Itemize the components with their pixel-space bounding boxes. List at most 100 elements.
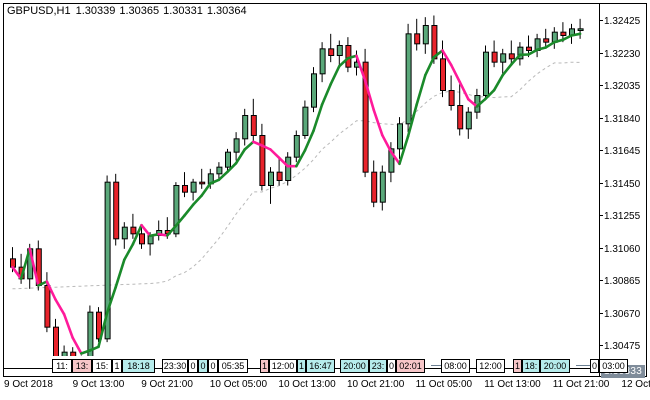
period-marker[interactable]: 12:00 (476, 359, 505, 373)
time-scale[interactable]: 9 Oct 2018 9 Oct 13:00 9 Oct 21:00 10 Oct 0… (0, 379, 650, 397)
ma-fast-up-segment (423, 55, 436, 77)
period-marker[interactable]: 20:00 (340, 359, 369, 373)
price-scale[interactable]: 1.32425 1.32230 1.32035 1.31840 1.31645 1.314… (599, 4, 646, 378)
time-axis-label: 9 Oct 2018 (4, 379, 53, 390)
candle-body (508, 53, 515, 60)
candle-body (113, 181, 120, 240)
period-marker[interactable]: 0 (188, 359, 198, 373)
ohlc-low: 1.30331 (163, 5, 203, 17)
ma-fast-down-segment (389, 150, 401, 166)
candle-body (336, 45, 343, 56)
period-marker[interactable]: 1 (112, 359, 122, 373)
ma-fast-up-segment (148, 232, 160, 238)
ma-fast-down-segment (449, 63, 462, 84)
period-marker[interactable]: 13: (72, 359, 92, 373)
price-tick: 1.30865 (599, 276, 640, 288)
price-tick-label: 1.31060 (604, 243, 641, 255)
time-axis-label: 9 Oct 13:00 (72, 379, 125, 390)
period-marker[interactable]: 08:00 (441, 359, 470, 373)
period-marker[interactable]: 16:47 (306, 359, 335, 373)
candlestick-canvas (10, 15, 584, 356)
ma-fast-up-segment (570, 32, 582, 37)
ma-fast-up-segment (88, 345, 100, 352)
period-marker[interactable]: 11: (52, 359, 72, 373)
ma-fast-down-segment (363, 79, 376, 112)
ma-fast-up-segment (346, 54, 358, 60)
ma-fast-up-segment (509, 53, 522, 66)
ma-fast-up-segment (217, 170, 229, 182)
price-tick-label: 1.30865 (604, 276, 641, 287)
ma-fast-up-segment (406, 103, 419, 138)
candle-body (173, 185, 180, 235)
period-marker[interactable]: 0 (387, 359, 396, 373)
period-marker[interactable]: 12:00 (269, 359, 297, 373)
price-scale-divider (599, 4, 600, 376)
ma-fast-up-segment (492, 73, 505, 92)
ma-fast-down-segment (45, 280, 57, 301)
marker-connector-line (431, 365, 441, 366)
ohlc-high: 1.30365 (119, 5, 160, 17)
candle-body (225, 151, 231, 168)
period-marker[interactable]: 0 (208, 359, 218, 373)
candle-body (87, 311, 94, 356)
ma-fast-up-segment (114, 258, 126, 289)
candle-body (190, 181, 197, 193)
candle-body (560, 31, 567, 36)
period-marker[interactable]: 15: (92, 359, 112, 373)
chart-plot-area[interactable] (4, 4, 599, 356)
candle-body (276, 171, 283, 182)
candle-body (10, 258, 16, 268)
ma-fast-down-segment (260, 144, 272, 151)
period-marker-row[interactable]: 11: 13: 15: 1 18:18 23:30 0 0 0 05:35 1 12:00 1 16:47… (4, 359, 628, 374)
price-tick-label: 1.30475 (604, 341, 641, 352)
period-marker[interactable]: 23: (369, 359, 387, 373)
period-marker[interactable]: 23:30 (162, 359, 188, 373)
ma-fast-up-segment (552, 38, 565, 44)
ma-fast-down-segment (71, 336, 83, 355)
candle-body (483, 51, 489, 96)
candlestick-series (10, 15, 584, 356)
price-tick-label: 1.32230 (604, 48, 641, 60)
period-marker[interactable]: 1 (513, 359, 522, 373)
candle-body (130, 226, 137, 235)
price-tick-dash (599, 312, 603, 314)
ma-fast-up-segment (191, 194, 203, 207)
time-axis-label: 10 Oct 13:00 (278, 379, 336, 390)
period-marker[interactable]: 20:00 (540, 359, 570, 373)
ma-fast-up-segment (243, 140, 255, 151)
candle-body (362, 61, 369, 173)
ma-fast-up-segment (329, 64, 341, 86)
price-tick-label: 1.31840 (604, 113, 641, 125)
time-axis-label: 9 Oct 21:00 (141, 379, 193, 390)
ma-fast-down-segment (466, 97, 479, 108)
price-tick: 1.30670 (599, 309, 640, 321)
period-marker[interactable]: 0 (590, 359, 599, 373)
time-axis-label: 11 Oct 05:00 (415, 379, 473, 390)
period-marker[interactable]: 0 (198, 359, 208, 373)
candle-body (500, 53, 507, 63)
period-marker[interactable]: 1 (297, 359, 306, 373)
candle-body (457, 105, 464, 130)
price-tick-label: 1.32425 (604, 16, 641, 27)
ma-fast-up-segment (166, 224, 178, 237)
period-marker[interactable]: 18:18 (122, 359, 155, 373)
period-marker[interactable]: 1 (260, 359, 269, 373)
price-tick: 1.31645 (599, 146, 640, 158)
period-marker[interactable]: 18: (522, 359, 540, 373)
candle-body (199, 181, 206, 185)
candle-body (233, 138, 240, 153)
ma-fast-up-segment (432, 49, 444, 59)
ma-fast-up-segment (303, 129, 315, 152)
symbol-ohlc-header: GBPUSD,H1 1.30339 1.30365 1.30331 1.30364 (7, 5, 251, 17)
price-tick-dash (599, 345, 603, 347)
period-marker[interactable]: 03:00 (599, 359, 628, 373)
candle-body (319, 48, 326, 75)
ma-fast-up-segment (19, 247, 32, 281)
price-tick-dash (599, 150, 603, 152)
candle-body (44, 285, 51, 328)
period-marker[interactable]: 02:01 (396, 359, 425, 373)
price-tick: 1.31840 (599, 114, 640, 126)
candle-body (242, 115, 249, 140)
period-marker[interactable]: 05:35 (218, 359, 248, 373)
